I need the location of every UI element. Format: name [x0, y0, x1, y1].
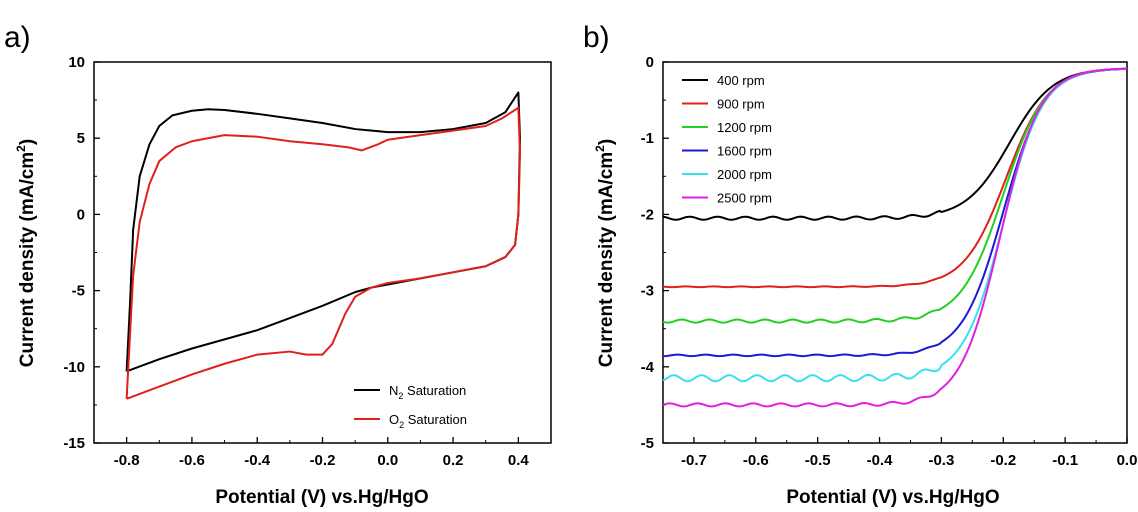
panel-b-y-tick-label: -4: [641, 359, 655, 376]
panel-a-label: a): [4, 21, 31, 54]
panel-a-x-tick-label: 0.2: [443, 452, 464, 469]
panel-a-y-tick-label: -10: [63, 359, 85, 376]
legend-label-n2-sub: 2: [398, 391, 403, 401]
legend-label-o2-rest: Saturation: [404, 412, 467, 427]
panel-b-x-tick-label: -0.2: [990, 452, 1016, 469]
panel-a-x-tick-label: -0.4: [244, 452, 271, 469]
legend-label-n2: N2 Saturation: [389, 383, 466, 401]
legend-label-3: 1600 rpm: [717, 144, 772, 159]
panel-b-x-tick-label: -0.7: [681, 452, 707, 469]
panel-a-legend: N2 Saturation O2 Saturation: [354, 383, 467, 430]
panel-b-x-tick-label: -0.6: [743, 452, 769, 469]
legend-label-0: 400 rpm: [717, 73, 765, 88]
panel-a-x-tick-label: 0.4: [508, 452, 530, 469]
panel-a-y-axis-title-end: ): [17, 139, 38, 145]
panel-a-ticks: -0.8 -0.6 -0.4 -0.2 0.0 0.2 0.4 -15 -10 -5 0 5 10: [63, 54, 529, 469]
panel-a-x-tick-label: -0.8: [114, 452, 140, 469]
panel-a-series-line-1: [125, 106, 521, 400]
panel-b-series: [662, 67, 1128, 408]
legend-label-n2-name: N: [389, 383, 398, 398]
panel-a-chart: a) -0.8 -0.6 -0.4 -0.2 0.0 0.2 0.4 -15 -10 -5 0 5 10…: [4, 21, 552, 508]
legend-label-o2-sub: 2: [399, 420, 404, 430]
legend-label-2: 1200 rpm: [717, 120, 772, 135]
panel-b-chart: b) -0.7 -0.6 -0.5 -0.4 -0.3 -0.2 -0.1 0.0 -5 -4 -3…: [583, 21, 1137, 508]
panel-b-x-tick-label: -0.3: [928, 452, 954, 469]
panel-b-x-tick-label: 0.0: [1117, 452, 1138, 469]
panel-b-y-axis-title-text: Current density (mA/cm: [596, 152, 617, 367]
panel-b-y-axis-title-end: ): [596, 139, 617, 145]
panel-a-y-tick-label: 5: [77, 130, 85, 147]
panel-b-series-line-3: [663, 67, 1128, 358]
panel-b-y-tick-label: -3: [641, 283, 654, 300]
panel-b-x-axis-title: Potential (V) vs.Hg/HgO: [786, 487, 999, 508]
panel-b-y-axis-title-superscript: 2: [593, 145, 607, 152]
panel-a-y-tick-label: 0: [77, 206, 85, 223]
panel-b-y-tick-label: -2: [641, 206, 654, 223]
panel-a-y-tick-label: 10: [68, 54, 85, 71]
panel-b-y-tick-label: -1: [641, 130, 654, 147]
panel-a-y-tick-label: -15: [63, 435, 85, 452]
panel-b-series-line-5: [662, 67, 1128, 408]
panel-a-x-axis-title: Potential (V) vs.Hg/HgO: [215, 487, 428, 508]
panel-a-x-tick-label: -0.2: [310, 452, 336, 469]
panel-b-x-tick-label: -0.5: [805, 452, 831, 469]
panel-a-series-line-0: [125, 91, 521, 373]
panel-a-x-tick-label: -0.6: [179, 452, 205, 469]
panel-a-y-axis-title: Current density (mA/cm2): [14, 139, 38, 367]
panel-b-y-axis-title: Current density (mA/cm2): [593, 139, 617, 367]
legend-label-5: 2500 rpm: [717, 191, 772, 206]
legend-label-o2-name: O: [389, 412, 399, 427]
panel-b-y-tick-label: 0: [646, 54, 654, 71]
legend-label-o2: O2 Saturation: [389, 412, 467, 430]
panel-b-ticks: -0.7 -0.6 -0.5 -0.4 -0.3 -0.2 -0.1 0.0 -5 -4 -3 -2 -…: [641, 54, 1138, 469]
panel-b-series-line-0: [662, 67, 1128, 221]
legend-label-4: 2000 rpm: [717, 167, 772, 182]
panel-a-x-tick-label: 0.0: [377, 452, 398, 469]
panel-a-y-tick-label: -5: [72, 283, 85, 300]
panel-a-y-axis-title-text: Current density (mA/cm: [17, 152, 38, 367]
panel-b-legend: 400 rpm 900 rpm 1200 rpm 1600 rpm 2000 rpm 25…: [682, 73, 772, 206]
panel-b-series-line-4: [662, 67, 1128, 383]
panel-a-y-axis-title-superscript: 2: [14, 145, 28, 152]
legend-label-n2-rest: Saturation: [403, 383, 466, 398]
panel-b-x-tick-label: -0.4: [867, 452, 894, 469]
panel-b-x-tick-label: -0.1: [1052, 452, 1078, 469]
panel-b-label: b): [583, 21, 610, 54]
panel-b-y-tick-label: -5: [641, 435, 654, 452]
panel-a-series: [125, 91, 521, 400]
legend-label-1: 900 rpm: [717, 97, 765, 112]
